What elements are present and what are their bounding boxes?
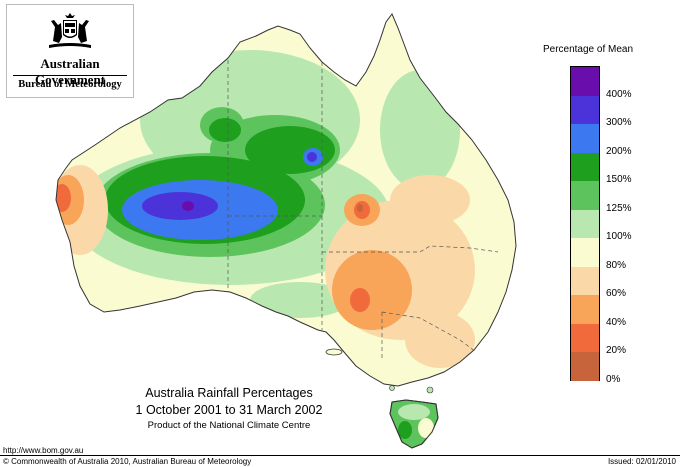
zone-200-north bbox=[209, 118, 241, 142]
legend-swatch bbox=[571, 95, 599, 125]
zone-125-qld bbox=[380, 70, 460, 190]
bureau-name: Bureau of Meteorology bbox=[18, 79, 122, 90]
bom-url[interactable]: http://www.bom.gov.au bbox=[3, 446, 84, 455]
legend-tick-label: 100% bbox=[606, 231, 632, 242]
legend-title: Percentage of Mean bbox=[542, 44, 634, 55]
copyright-notice: © Commonwealth of Australia 2010, Austra… bbox=[3, 457, 252, 466]
zone-125-south bbox=[250, 282, 350, 318]
legend-tick-label: 400% bbox=[606, 88, 632, 100]
logo-divider bbox=[13, 75, 127, 76]
legend-tick-label: 125% bbox=[606, 202, 632, 214]
legend-swatch bbox=[571, 238, 599, 267]
zone-400-nt bbox=[307, 152, 317, 162]
zone-400-central bbox=[142, 192, 218, 220]
legend-tick-label: 20% bbox=[606, 345, 627, 356]
tasmania-outline bbox=[389, 399, 439, 449]
map-period: 1 October 2001 to 31 March 2002 bbox=[135, 403, 323, 417]
government-logo: Australian Government Bureau of Meteorol… bbox=[6, 4, 134, 98]
legend-tick-label: 0% bbox=[606, 373, 621, 385]
footer-divider bbox=[0, 455, 680, 456]
zone-20-east bbox=[357, 204, 363, 212]
legend-swatch bbox=[571, 295, 599, 324]
legend-tick-label: 60% bbox=[606, 288, 627, 299]
legend-tick-label: 300% bbox=[606, 117, 632, 128]
flinders-island bbox=[426, 386, 434, 394]
map-title-block: Australia Rainfall Percentages 1 October… bbox=[104, 385, 354, 433]
kangaroo-island bbox=[325, 348, 343, 356]
state-borders bbox=[227, 60, 499, 358]
tasmania-west bbox=[398, 421, 412, 439]
king-island bbox=[389, 385, 395, 391]
zone-60-east bbox=[332, 250, 412, 330]
zone-40-sa bbox=[350, 288, 370, 312]
zone-80-qld bbox=[390, 175, 470, 225]
legend-swatch bbox=[571, 152, 599, 182]
legend-tick-label: 200% bbox=[606, 145, 632, 157]
legend-swatch bbox=[571, 323, 599, 353]
tasmania-north bbox=[398, 404, 430, 420]
legend-swatch bbox=[571, 352, 599, 381]
map-credit: Product of the National Climate Centre bbox=[147, 420, 311, 431]
tasmania-east bbox=[418, 418, 434, 438]
legend-tick-label: 40% bbox=[606, 316, 627, 328]
zone-max-central bbox=[182, 201, 194, 211]
issued-date: Issued: 02/01/2010 bbox=[607, 457, 676, 466]
coat-of-arms-icon bbox=[49, 13, 91, 48]
legend-swatch bbox=[571, 124, 599, 153]
legend-swatch bbox=[571, 181, 599, 210]
map-title: Australia Rainfall Percentages bbox=[145, 386, 313, 400]
legend-tick-label: 150% bbox=[606, 174, 632, 185]
legend-color-bar bbox=[570, 66, 600, 381]
legend-tick-label: 80% bbox=[606, 259, 627, 271]
zone-80-se bbox=[405, 312, 475, 368]
legend-swatch bbox=[571, 266, 599, 296]
legend-swatch bbox=[571, 209, 599, 239]
zone-200-nt bbox=[245, 126, 335, 174]
legend-swatch bbox=[571, 67, 599, 96]
coastline bbox=[55, 13, 517, 387]
